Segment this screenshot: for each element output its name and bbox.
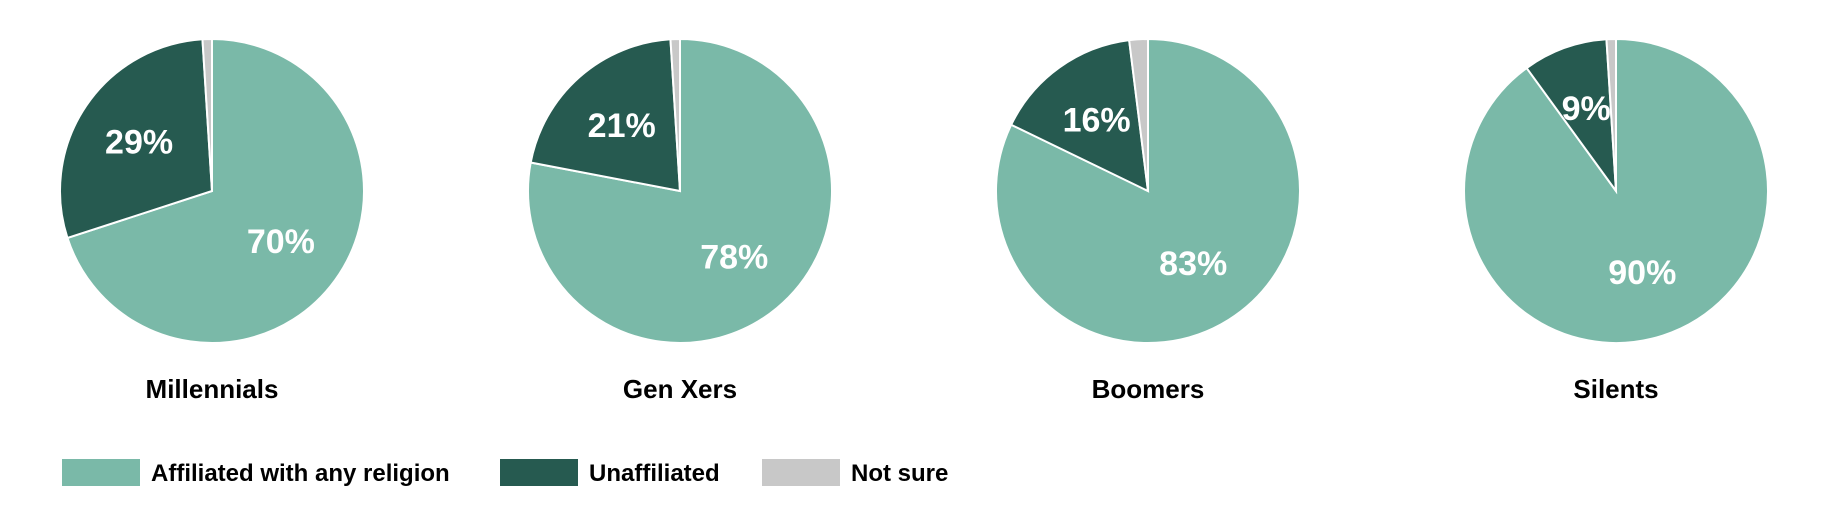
slice-millennials-not-sure	[201, 37, 213, 192]
data-label-boomers-unaffiliated: 16%	[1063, 101, 1131, 139]
data-label-boomers-affiliated-with-any-religion: 83%	[1159, 245, 1227, 283]
slice-gen-xers-unaffiliated	[529, 38, 682, 193]
slice-gen-xers-affiliated-with-any-religion	[527, 37, 833, 344]
legend: Affiliated with any religion Unaffiliated…	[62, 459, 948, 487]
pie-silents: 90% 9% Silents	[1463, 37, 1769, 404]
slice-millennials-unaffiliated	[59, 38, 214, 240]
slice-millennials-affiliated-with-any-religion	[66, 37, 365, 344]
legend-swatch-affiliated-with-any-religion	[62, 459, 140, 486]
legend-item-unaffiliated: Unaffiliated	[500, 459, 720, 487]
legend-label-unaffiliated: Unaffiliated	[589, 460, 720, 487]
pie-boomers: 83% 16% Boomers	[995, 37, 1301, 404]
legend-label-not-sure: Not sure	[851, 460, 948, 487]
pie-gen-xers: 78% 21% Gen Xers	[527, 37, 833, 404]
data-label-gen-xers-unaffiliated: 21%	[588, 107, 656, 145]
pie-title-silents: Silents	[1573, 374, 1658, 404]
pie-title-boomers: Boomers	[1092, 374, 1205, 404]
data-label-gen-xers-affiliated-with-any-religion: 78%	[700, 239, 768, 277]
slice-boomers-not-sure	[1128, 37, 1149, 192]
legend-label-affiliated-with-any-religion: Affiliated with any religion	[151, 460, 450, 487]
legend-swatch-unaffiliated	[500, 459, 578, 486]
slice-boomers-unaffiliated	[1009, 39, 1150, 193]
legend-item-affiliated-with-any-religion: Affiliated with any religion	[62, 459, 450, 487]
legend-swatch-not-sure	[762, 459, 840, 486]
pie-title-gen-xers: Gen Xers	[623, 374, 737, 404]
legend-item-not-sure: Not sure	[762, 459, 948, 487]
slice-silents-unaffiliated	[1525, 38, 1618, 195]
data-label-millennials-affiliated-with-any-religion: 70%	[247, 223, 315, 261]
pie-millennials: 70% 29% Millennials	[59, 37, 365, 404]
data-label-silents-affiliated-with-any-religion: 90%	[1608, 254, 1676, 292]
data-label-silents-unaffiliated: 9%	[1562, 90, 1611, 128]
data-label-millennials-unaffiliated: 29%	[105, 123, 173, 161]
slice-silents-not-sure	[1605, 37, 1617, 192]
pie-title-millennials: Millennials	[146, 374, 279, 404]
pies-layer: 70% 29% Millennials 78% 21% Gen Xers 83% 16% Boo…	[59, 37, 1769, 404]
slice-gen-xers-not-sure	[669, 37, 681, 192]
